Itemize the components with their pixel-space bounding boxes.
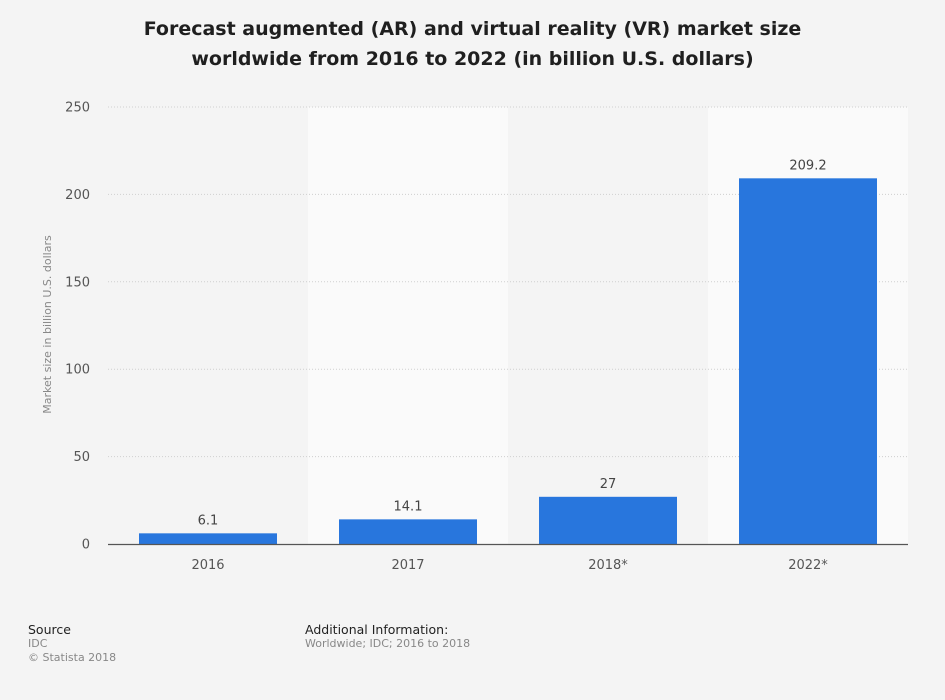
y-tick-label: 50 <box>73 450 90 465</box>
bar <box>139 533 277 544</box>
y-tick-label: 200 <box>65 188 90 203</box>
data-label: 27 <box>600 477 617 492</box>
x-tick-label: 2022* <box>788 558 828 573</box>
additional-info-block: Additional Information: Worldwide; IDC; … <box>305 623 470 651</box>
chart-title-line-1: Forecast augmented (AR) and virtual real… <box>143 18 802 40</box>
y-axis-title: Market size in billion U.S. dollars <box>41 235 54 414</box>
x-tick-label: 2016 <box>191 558 224 573</box>
bar <box>739 178 877 544</box>
source-heading: Source <box>28 622 71 637</box>
y-tick-label: 0 <box>82 538 90 553</box>
plot-band <box>108 107 308 544</box>
copyright-text: © Statista 2018 <box>28 651 117 664</box>
y-tick-label: 250 <box>65 101 90 116</box>
source-name: IDC <box>28 637 48 650</box>
additional-info-heading: Additional Information: <box>305 622 449 637</box>
chart-title: Forecast augmented (AR) and virtual real… <box>0 14 945 74</box>
chart-title-line-2: worldwide from 2016 to 2022 (in billion … <box>191 48 754 70</box>
y-tick-label: 100 <box>65 363 90 378</box>
additional-info-text: Worldwide; IDC; 2016 to 2018 <box>305 637 471 650</box>
plot-band <box>308 107 508 544</box>
data-label: 14.1 <box>394 499 423 514</box>
source-block: Source IDC © Statista 2018 <box>28 623 116 665</box>
data-label: 6.1 <box>198 513 219 528</box>
bar <box>339 519 477 544</box>
plot-band <box>508 107 708 544</box>
y-tick-label: 150 <box>65 275 90 290</box>
x-tick-label: 2017 <box>391 558 424 573</box>
x-tick-label: 2018* <box>588 558 628 573</box>
bar <box>539 496 677 544</box>
data-label: 209.2 <box>789 158 826 173</box>
